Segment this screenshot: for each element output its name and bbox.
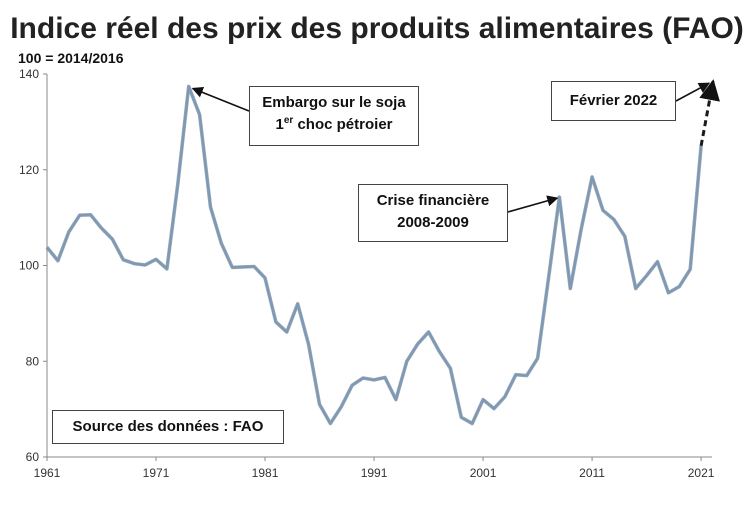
arrow-crise (507, 195, 559, 213)
tick-labels: 60 80 100 120 140 1961 1971 1981 1991 2001 2011 202… (19, 67, 715, 480)
source-note: Source des données : FAO (52, 410, 284, 444)
annotation-embargo-line1: Embargo sur le soja (262, 94, 406, 111)
y-tick-label: 80 (26, 354, 40, 368)
x-tick-label: 1961 (34, 466, 61, 480)
annotation-embargo-ordinal-sup: er (283, 115, 294, 126)
annotation-arrows (191, 82, 711, 213)
annotation-fevrier-line1: Février 2022 (569, 92, 658, 109)
x-tick-label: 1991 (361, 466, 388, 480)
y-tick-label: 60 (26, 450, 40, 464)
y-tick-label: 140 (19, 67, 39, 81)
axes (43, 73, 712, 461)
arrow-embargo (191, 86, 250, 112)
annotation-crise: Crise financière 2008-2009 (358, 184, 508, 242)
series-lines (45, 79, 720, 426)
annotation-embargo-text: choc pétroier (297, 116, 393, 133)
annotation-crise-line2: 2008-2009 (397, 214, 469, 231)
x-tick-label: 1971 (143, 466, 170, 480)
annotation-embargo-ordinal: 1 (275, 116, 284, 133)
y-tick-label: 120 (19, 163, 39, 177)
chart-title: Indice réel des prix des produits alimen… (10, 12, 744, 45)
x-tick-label: 2021 (688, 466, 715, 480)
arrow-fevrier (675, 82, 711, 102)
series-line (46, 85, 703, 425)
annotation-embargo-line2: 1er choc pétroier (250, 114, 418, 136)
x-tick-label: 2011 (579, 466, 605, 480)
y-tick-label: 100 (19, 259, 39, 273)
y-axis-label: 100 = 2014/2016 (18, 50, 124, 66)
annotation-crise-line1: Crise financière (376, 192, 490, 209)
extension-dashed-line (699, 79, 720, 147)
x-tick-label: 1981 (252, 466, 279, 480)
annotation-fevrier: Février 2022 (551, 81, 676, 121)
x-tick-label: 2001 (470, 466, 497, 480)
source-note-text: Source des données : FAO (72, 418, 264, 435)
annotation-embargo: Embargo sur le soja 1er choc pétroier (249, 86, 419, 146)
